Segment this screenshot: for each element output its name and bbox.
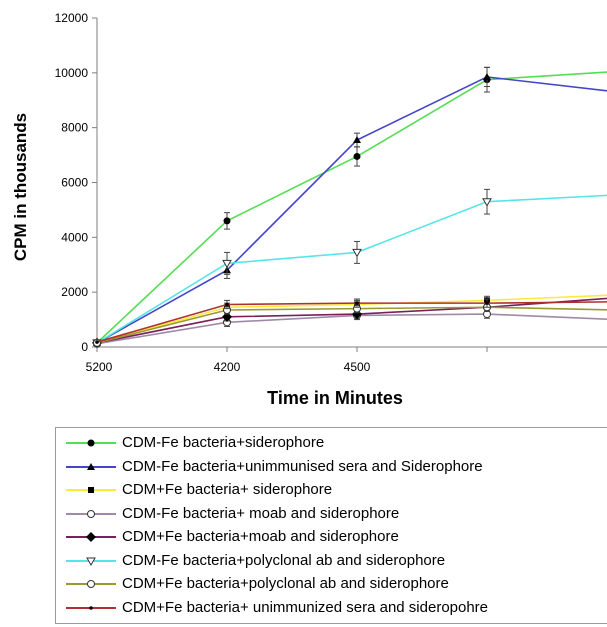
series-3 — [94, 294, 607, 346]
legend-item: CDM-Fe bacteria+unimmunised sera and Sid… — [56, 456, 607, 478]
series-layer — [92, 66, 607, 348]
x-tick-label: 4500 — [344, 360, 371, 374]
legend-marker-shape — [87, 580, 95, 588]
legend-marker-shape — [86, 532, 96, 542]
legend-marker-shape — [88, 487, 94, 493]
x-tick-label: 5200 — [86, 360, 113, 374]
data-point — [483, 72, 491, 80]
data-point — [353, 136, 361, 144]
legend-marker-shape — [87, 509, 95, 518]
series-8 — [95, 298, 607, 344]
data-point — [482, 198, 492, 207]
legend-marker — [88, 487, 94, 493]
legend-item: CDM-Fe bacteria+siderophore — [56, 432, 607, 454]
legend-label: CDM-Fe bacteria+polyclonal ab and sidero… — [122, 551, 446, 569]
data-point — [485, 301, 489, 305]
legend-marker-shape — [86, 557, 96, 566]
x-axis-ticks: 5200 4200 4500 — [86, 347, 488, 374]
legend-label: CDM+Fe bacteria+moab and siderophore — [122, 528, 399, 545]
y-tick-label: 0 — [81, 340, 88, 354]
legend-marker-shape — [89, 605, 93, 610]
legend-item: CDM+Fe bacteria+polyclonal ab and sidero… — [56, 573, 607, 595]
legend-marker — [87, 509, 95, 518]
data-point — [352, 248, 362, 258]
legend-label: CDM+Fe bacteria+ siderophore — [122, 481, 333, 498]
legend-marker — [86, 557, 96, 566]
y-tick-label: 8000 — [61, 121, 88, 135]
legend-marker — [87, 580, 95, 588]
legend-label: CDM-Fe bacteria+unimmunised sera and Sid… — [122, 457, 483, 475]
y-axis-ticks: 0 2000 4000 6000 8000 10000 12000 — [55, 11, 97, 354]
legend-item: CDM-Fe bacteria+polyclonal ab and sidero… — [56, 550, 607, 572]
legend-item: CDM+Fe bacteria+ unimmunized sera and si… — [56, 597, 607, 619]
y-tick-label: 4000 — [61, 230, 88, 244]
y-tick-label: 2000 — [61, 285, 88, 299]
x-tick-label: 4200 — [214, 360, 241, 374]
data-point — [225, 302, 229, 307]
chart: 0 2000 4000 6000 8000 10000 12000 5200 4200 4500… — [11, 11, 607, 408]
legend: CDM-Fe bacteria+siderophore CDM-Fe bacter… — [55, 427, 607, 624]
legend-marker — [86, 532, 96, 542]
legend-item: CDM+Fe bacteria+ siderophore — [56, 479, 607, 501]
y-tick-label: 6000 — [61, 176, 88, 190]
data-point — [353, 152, 361, 160]
legend-label: CDM-Fe bacteria+siderophore — [122, 434, 325, 451]
data-point — [223, 217, 231, 225]
series-line — [96, 306, 607, 344]
legend-marker — [87, 439, 95, 447]
legend-label: CDM+Fe bacteria+ unimmunized sera and si… — [122, 598, 489, 616]
legend-marker — [87, 462, 95, 470]
y-tick-label: 10000 — [55, 66, 89, 80]
series-7 — [93, 302, 607, 347]
legend-marker — [89, 605, 93, 610]
y-axis-title: CPM in thousands — [11, 113, 30, 261]
legend-item: CDM-Fe bacteria+ moab and siderophore — [56, 503, 607, 525]
y-tick-label: 12000 — [55, 11, 89, 25]
legend-label: CDM-Fe bacteria+ moab and siderophore — [122, 504, 400, 522]
data-point — [95, 340, 99, 344]
x-axis-title: Time in Minutes — [267, 388, 403, 408]
legend-marker-shape — [87, 439, 95, 447]
series-line — [96, 313, 607, 345]
data-point — [222, 259, 232, 269]
data-point — [355, 301, 359, 305]
legend-label: CDM+Fe bacteria+polyclonal ab and sidero… — [122, 575, 449, 592]
legend-item: CDM+Fe bacteria+moab and siderophore — [56, 526, 607, 548]
legend-marker-shape — [87, 462, 95, 470]
